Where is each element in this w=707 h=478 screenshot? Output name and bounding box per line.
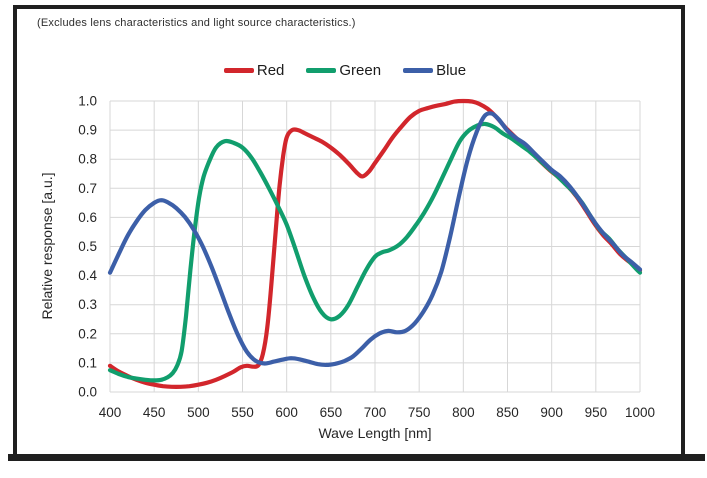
legend-item-red: Red	[223, 62, 285, 79]
legend-label-blue: Blue	[436, 62, 467, 79]
grid-lines	[109, 100, 641, 393]
svg-text:1000: 1000	[625, 405, 655, 420]
svg-text:750: 750	[408, 405, 431, 420]
x-axis-title: Wave Length [nm]	[318, 425, 431, 441]
svg-text:800: 800	[452, 405, 475, 420]
legend-label-red: Red	[256, 62, 285, 79]
green-line-swatch	[306, 68, 337, 73]
svg-text:0.4: 0.4	[78, 268, 97, 283]
svg-text:0.0: 0.0	[78, 385, 97, 400]
series-curves	[107, 98, 643, 389]
legend-label-green: Green	[339, 62, 382, 79]
chart-note: (Excludes lens characteristics and light…	[37, 17, 356, 29]
svg-text:400: 400	[99, 405, 122, 420]
svg-text:600: 600	[275, 405, 298, 420]
svg-text:950: 950	[585, 405, 608, 420]
legend-item-green: Green	[306, 62, 381, 79]
legend: Red Green Blue	[80, 62, 610, 79]
svg-text:450: 450	[143, 405, 166, 420]
svg-text:850: 850	[496, 405, 519, 420]
bottom-rule	[8, 454, 705, 461]
svg-text:700: 700	[364, 405, 387, 420]
svg-text:0.8: 0.8	[78, 152, 97, 167]
svg-text:0.1: 0.1	[78, 355, 97, 370]
legend-item-blue: Blue	[403, 62, 466, 79]
svg-text:550: 550	[231, 405, 254, 420]
svg-text:0.9: 0.9	[78, 123, 97, 138]
axis-tick-labels: 400 450 500 550 600 650 700 750 800 850 900 950 1000…	[78, 94, 655, 421]
svg-text:0.2: 0.2	[78, 326, 97, 341]
svg-text:0.3: 0.3	[78, 297, 97, 312]
red-line-swatch	[223, 68, 254, 73]
svg-text:650: 650	[320, 405, 343, 420]
series-line-blue	[107, 111, 643, 368]
y-axis-title: Relative response [a.u.]	[39, 172, 55, 319]
svg-text:900: 900	[540, 405, 563, 420]
svg-text:0.7: 0.7	[78, 181, 97, 196]
svg-text:1.0: 1.0	[78, 94, 97, 109]
svg-text:0.6: 0.6	[78, 210, 97, 225]
svg-text:500: 500	[187, 405, 210, 420]
svg-text:0.5: 0.5	[78, 239, 97, 254]
blue-line-swatch	[403, 68, 434, 73]
